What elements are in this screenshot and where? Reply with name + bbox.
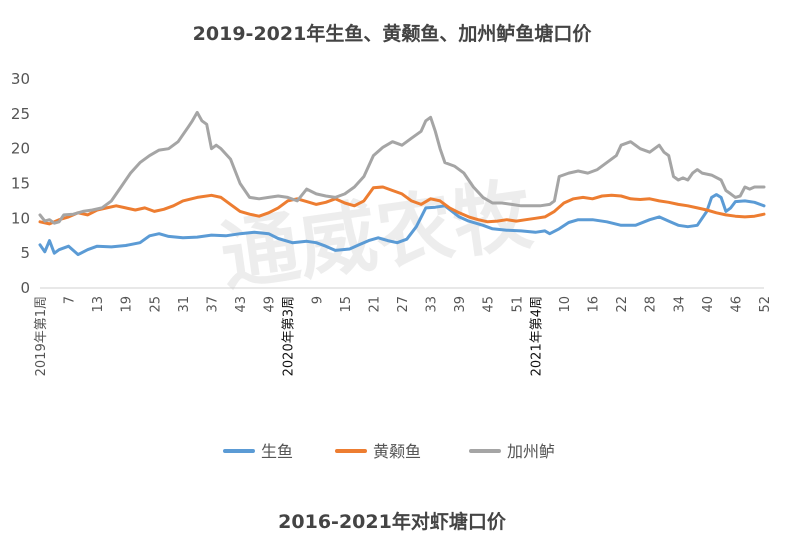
x-tick-label: 16 <box>587 296 602 313</box>
x-tick-label: 2019年第1周 <box>34 296 49 376</box>
series-group <box>38 110 766 257</box>
x-tick-label: 40 <box>701 296 716 313</box>
legend-label: 加州鲈 <box>507 442 555 461</box>
y-tick-label: 25 <box>11 105 30 123</box>
footer-title: 2016-2021年对虾塘口价 <box>278 510 507 533</box>
x-tick-label: 27 <box>396 296 411 313</box>
x-tick-label: 31 <box>177 296 192 313</box>
x-tick-label: 2020年第3周 <box>282 296 297 376</box>
x-tick-label: 21 <box>367 296 382 313</box>
series-line-1 <box>38 193 766 257</box>
x-tick-label: 37 <box>205 296 220 313</box>
y-tick-label: 0 <box>20 279 30 297</box>
x-tick-label: 13 <box>91 296 106 313</box>
y-tick-label: 15 <box>11 175 30 193</box>
x-tick-label: 46 <box>729 296 744 313</box>
y-tick-label: 30 <box>11 70 30 88</box>
x-tick-label: 19 <box>120 296 135 313</box>
x-tick-label: 2021年第4周 <box>529 296 544 376</box>
y-tick-label: 20 <box>11 140 30 158</box>
x-tick-label: 51 <box>510 296 525 313</box>
x-tick-label: 33 <box>425 296 440 313</box>
x-tick-label: 45 <box>482 296 497 313</box>
x-tick-label: 22 <box>615 296 630 313</box>
x-tick-label: 9 <box>310 296 325 304</box>
x-tick-label: 25 <box>148 296 163 313</box>
x-tick-label: 43 <box>234 296 249 313</box>
legend-label: 黄颡鱼 <box>373 442 421 461</box>
legend-label: 生鱼 <box>261 442 293 461</box>
y-axis: 0 5 10 15 20 25 30 <box>11 70 30 297</box>
x-tick-label: 10 <box>558 296 573 313</box>
x-axis: 2019年第1周 7 13 19 25 31 37 43 49 2020年第3周 9 15 21 27 33… <box>34 296 773 376</box>
series-line-3 <box>38 110 766 225</box>
x-tick-label: 34 <box>672 296 687 313</box>
x-tick-label: 28 <box>644 296 659 313</box>
x-tick-label: 7 <box>63 296 78 304</box>
x-tick-label: 39 <box>453 296 468 313</box>
x-tick-label: 52 <box>758 296 773 313</box>
chart-title: 2019-2021年生鱼、黄颡鱼、加州鲈鱼塘口价 <box>193 22 593 45</box>
legend: 生鱼 黄颡鱼 加州鲈 <box>223 442 555 461</box>
x-tick-label: 15 <box>339 296 354 313</box>
series-line-2 <box>38 185 766 226</box>
watermark-text: 通威农牧 <box>216 170 538 303</box>
y-tick-label: 10 <box>11 209 30 227</box>
y-tick-label: 5 <box>20 244 30 262</box>
x-tick-label: 49 <box>263 296 278 313</box>
